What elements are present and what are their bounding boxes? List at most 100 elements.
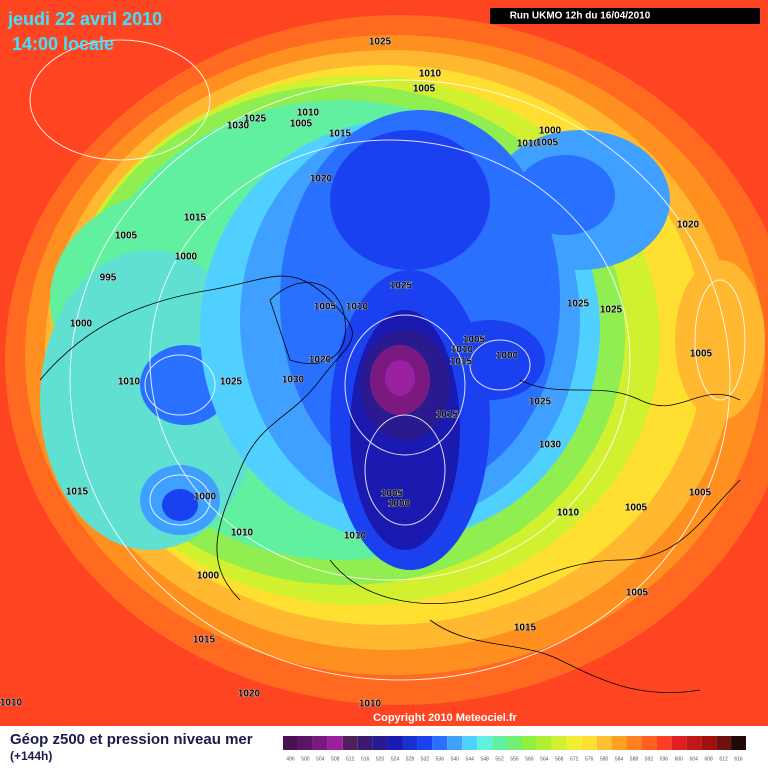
isobar-label: 1010 [451, 345, 474, 356]
scale-swatch [342, 736, 358, 750]
isobar-label: 1000 [175, 252, 198, 263]
scale-label: 556 [510, 756, 519, 762]
color-scale: 496 500 504 508 512 516 520 524 528 532 536 540 544 5… [283, 736, 746, 762]
isobar-label: 1000 [70, 319, 93, 330]
scale-label: 588 [630, 756, 639, 762]
scale-label: 560 [525, 756, 534, 762]
isobar-label: 1005 [690, 349, 713, 360]
scale-swatch [507, 736, 522, 750]
isobar-label: 1010 [344, 531, 367, 542]
isobar-label: 1025 [390, 281, 413, 292]
scale-swatch [283, 736, 298, 750]
scale-swatch [417, 736, 433, 750]
isobar-label: 995 [100, 273, 117, 284]
isobar-label: 1025 [369, 37, 392, 48]
scale-swatch [581, 736, 597, 750]
lead-time: (+144h) [10, 749, 52, 763]
scale-swatch [357, 736, 373, 750]
isobar-label: 1015 [514, 623, 537, 634]
scale-label: 504 [316, 756, 325, 762]
scale-label: 508 [331, 756, 340, 762]
isobar-label: 1015 [184, 213, 207, 224]
scale-label: 564 [540, 756, 549, 762]
isobar-label: 1010 [557, 508, 580, 519]
isobar-label: 1010 [231, 528, 254, 539]
scale-swatch [402, 736, 418, 750]
scale-swatch [312, 736, 328, 750]
isobar-label: 1020 [238, 689, 261, 700]
scale-label: 572 [570, 756, 579, 762]
isobar-label: 1000 [194, 492, 217, 503]
isobar-label: 1005 [625, 503, 648, 514]
isobar-label: 1025 [567, 299, 590, 310]
scale-label: 536 [436, 756, 445, 762]
scale-swatch [387, 736, 403, 750]
scale-label: 540 [451, 756, 460, 762]
isobar-label: 1005 [290, 119, 313, 130]
isobar-label: 1005 [314, 302, 337, 313]
isobar-label: 1030 [539, 440, 562, 451]
isobar-label: 1015 [436, 410, 459, 421]
scale-swatch [611, 736, 627, 750]
scale-swatch [656, 736, 672, 750]
isobar-label: 1025 [220, 377, 243, 388]
scale-label: 520 [376, 756, 385, 762]
isobar-label: 1025 [600, 305, 623, 316]
scale-swatch [626, 736, 642, 750]
isobar-label: 1005 [626, 588, 649, 599]
isobar-label: 1015 [66, 487, 89, 498]
isobar-label: 1015 [450, 357, 473, 368]
scale-swatch [492, 736, 508, 750]
scale-label: 604 [690, 756, 699, 762]
scale-label: 568 [555, 756, 564, 762]
scale-label: 544 [466, 756, 475, 762]
scale-label: 528 [406, 756, 415, 762]
scale-label: 592 [645, 756, 654, 762]
scale-swatch [716, 736, 732, 750]
run-box [490, 8, 760, 24]
scale-swatch [521, 736, 537, 750]
scale-swatch [566, 736, 582, 750]
copyright: Copyright 2010 Meteociel.fr [373, 712, 517, 724]
scale-swatch [297, 736, 313, 750]
scale-label: 532 [421, 756, 430, 762]
scale-swatch [701, 736, 717, 750]
isobar-label: 1000 [539, 126, 562, 137]
scale-label: 496 [286, 756, 295, 762]
scale-label: 616 [734, 756, 743, 762]
scale-label: 608 [704, 756, 713, 762]
isobar-label: 1000 [388, 499, 411, 510]
isobar-label: 1000 [197, 571, 220, 582]
isobar-label: 1005 [381, 489, 404, 500]
scale-swatch [536, 736, 552, 750]
scale-swatch [462, 736, 478, 750]
isobar-label: 1030 [282, 375, 305, 386]
scale-label: 584 [615, 756, 624, 762]
scale-swatch [477, 736, 493, 750]
isobar-label: 1010 [419, 69, 442, 80]
isobar-label: 1010 [346, 302, 369, 313]
isobar-label: 1005 [536, 138, 559, 149]
footer-title: Géop z500 et pression niveau mer [10, 731, 253, 748]
run-label: Run UKMO 12h du 16/04/2010 [510, 11, 651, 22]
scale-swatch [671, 736, 687, 750]
isobar-label: 1005 [413, 84, 436, 95]
isobar-label: 1015 [193, 635, 216, 646]
isobar-label: 1025 [244, 114, 267, 125]
scale-swatch [686, 736, 702, 750]
scale-label: 580 [600, 756, 609, 762]
isobar-label: 1020 [309, 355, 332, 366]
scale-label: 552 [495, 756, 504, 762]
isobar-label: 1020 [677, 220, 700, 231]
isobar-label: 1010 [297, 108, 320, 119]
isobar-label: 1005 [463, 335, 486, 346]
isobar-label: 1015 [329, 129, 352, 140]
scale-swatch [327, 736, 343, 750]
date: jeudi 22 avril 2010 [7, 9, 162, 29]
scale-label: 548 [480, 756, 489, 762]
isobar-label: 1010 [118, 377, 141, 388]
scale-label: 576 [585, 756, 594, 762]
isobar-label: 1010 [359, 699, 382, 710]
